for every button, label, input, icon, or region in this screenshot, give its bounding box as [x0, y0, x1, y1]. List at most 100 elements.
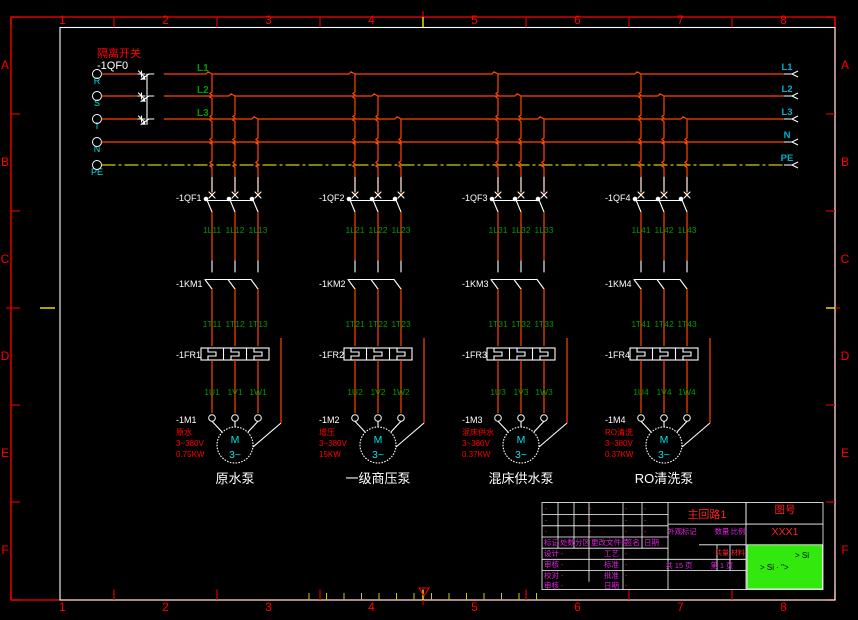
- svg-text:-1QF1: -1QF1: [176, 193, 202, 203]
- svg-text:1T41: 1T41: [631, 319, 651, 329]
- svg-text:校对: 校对: [544, 570, 559, 580]
- svg-text:L1: L1: [781, 62, 793, 73]
- svg-text:5: 5: [471, 13, 478, 27]
- svg-text:1L21: 1L21: [346, 225, 365, 235]
- svg-text:E: E: [841, 446, 849, 460]
- svg-text:A: A: [1, 58, 9, 72]
- svg-text:原水: 原水: [176, 427, 192, 437]
- svg-text:1V1: 1V1: [227, 387, 242, 397]
- svg-text:-1KM3: -1KM3: [462, 279, 489, 289]
- svg-text:更改文件号: 更改文件号: [591, 537, 629, 547]
- svg-text:1L23: 1L23: [392, 225, 411, 235]
- svg-text:-1FR1: -1FR1: [176, 350, 201, 360]
- svg-text:-1KM2: -1KM2: [319, 279, 346, 289]
- svg-text:1L42: 1L42: [655, 225, 674, 235]
- svg-text:处数: 处数: [560, 537, 575, 547]
- svg-text:1U1: 1U1: [204, 387, 220, 397]
- svg-text:共 15 页: 共 15 页: [666, 561, 693, 570]
- svg-text:3~380V: 3~380V: [462, 439, 490, 448]
- svg-text:7: 7: [677, 13, 684, 27]
- svg-text:0.37KW: 0.37KW: [605, 450, 634, 459]
- svg-text:1L32: 1L32: [512, 225, 531, 235]
- svg-text:增压: 增压: [319, 427, 335, 437]
- svg-text:3~: 3~: [372, 449, 384, 461]
- svg-text:1T23: 1T23: [391, 319, 411, 329]
- svg-text:L2: L2: [781, 84, 792, 95]
- svg-text:-1KM1: -1KM1: [176, 279, 203, 289]
- svg-text:> Si · ">: > Si · ">: [760, 563, 789, 572]
- svg-text:1L13: 1L13: [249, 225, 268, 235]
- svg-text:M: M: [231, 434, 240, 446]
- svg-text:5: 5: [471, 600, 478, 614]
- svg-text:D: D: [841, 349, 850, 363]
- svg-text:XXX1: XXX1: [772, 526, 799, 538]
- svg-text:1T13: 1T13: [248, 319, 268, 329]
- svg-text:-1QF3: -1QF3: [462, 193, 488, 203]
- svg-text:15KW: 15KW: [319, 450, 341, 459]
- svg-text:设计: 设计: [544, 548, 559, 558]
- svg-text:1L22: 1L22: [369, 225, 388, 235]
- svg-text:审核: 审核: [544, 559, 559, 569]
- svg-text:3: 3: [265, 13, 272, 27]
- svg-text:隔离开关: 隔离开关: [97, 46, 141, 60]
- svg-text:日期: 日期: [644, 538, 659, 547]
- svg-text:1U4: 1U4: [633, 387, 649, 397]
- svg-text:L2: L2: [197, 85, 209, 96]
- svg-text:4: 4: [368, 13, 375, 27]
- svg-text:1: 1: [59, 600, 66, 614]
- svg-text:1V2: 1V2: [370, 387, 385, 397]
- svg-text:6: 6: [574, 600, 581, 614]
- svg-text:-1QF2: -1QF2: [319, 193, 345, 203]
- svg-text:3~: 3~: [658, 449, 670, 461]
- svg-text:8: 8: [780, 13, 787, 27]
- svg-text:8: 8: [780, 600, 787, 614]
- svg-text:数量: 数量: [715, 527, 730, 536]
- svg-text:标准: 标准: [604, 559, 619, 569]
- svg-text:原水泵: 原水泵: [215, 471, 254, 486]
- svg-text:1W3: 1W3: [535, 387, 553, 397]
- svg-text:3~: 3~: [515, 449, 527, 461]
- svg-text:M: M: [374, 434, 383, 446]
- svg-text:-1M4: -1M4: [605, 415, 626, 425]
- svg-text:-1QF0: -1QF0: [97, 60, 128, 72]
- svg-text:1V3: 1V3: [513, 387, 528, 397]
- svg-text:1W2: 1W2: [392, 387, 410, 397]
- svg-text:2: 2: [162, 600, 169, 614]
- svg-text:4: 4: [368, 600, 375, 614]
- svg-text:1: 1: [59, 13, 66, 27]
- svg-text:E: E: [1, 446, 9, 460]
- svg-text:C: C: [1, 252, 10, 266]
- svg-text:D: D: [1, 349, 10, 363]
- svg-text:RO清洗泵: RO清洗泵: [635, 471, 694, 486]
- svg-text:-1FR4: -1FR4: [605, 350, 630, 360]
- svg-text:主回路1: 主回路1: [687, 508, 726, 521]
- svg-text:1T11: 1T11: [203, 319, 222, 329]
- svg-text:一级商压泵: 一级商压泵: [345, 471, 410, 486]
- svg-text:-1QF4: -1QF4: [605, 193, 631, 203]
- svg-text:1T21: 1T21: [345, 319, 365, 329]
- svg-text:-1M1: -1M1: [176, 415, 197, 425]
- svg-text:1T42: 1T42: [654, 319, 674, 329]
- svg-text:1T43: 1T43: [677, 319, 697, 329]
- svg-text:日期: 日期: [604, 581, 619, 590]
- svg-text:1L31: 1L31: [489, 225, 508, 235]
- svg-text:1T31: 1T31: [488, 319, 508, 329]
- svg-text:分区: 分区: [575, 538, 590, 547]
- svg-text:6: 6: [574, 13, 581, 27]
- svg-text:1T12: 1T12: [225, 319, 245, 329]
- svg-text:1L12: 1L12: [226, 225, 245, 235]
- svg-text:C: C: [841, 252, 850, 266]
- svg-text:M: M: [517, 434, 526, 446]
- svg-text:L3: L3: [781, 107, 792, 118]
- svg-text:外观标记: 外观标记: [667, 527, 697, 536]
- svg-text:-1FR2: -1FR2: [319, 350, 344, 360]
- svg-text:材料: 材料: [731, 548, 745, 557]
- svg-text:F: F: [1, 543, 8, 557]
- svg-text:1T22: 1T22: [368, 319, 388, 329]
- svg-text:工艺: 工艺: [604, 549, 619, 558]
- svg-text:-1M3: -1M3: [462, 415, 483, 425]
- svg-text:混床供水: 混床供水: [462, 427, 494, 437]
- svg-text:1L41: 1L41: [632, 225, 651, 235]
- svg-text:批准: 批准: [604, 570, 619, 580]
- svg-text:图号: 图号: [775, 504, 796, 516]
